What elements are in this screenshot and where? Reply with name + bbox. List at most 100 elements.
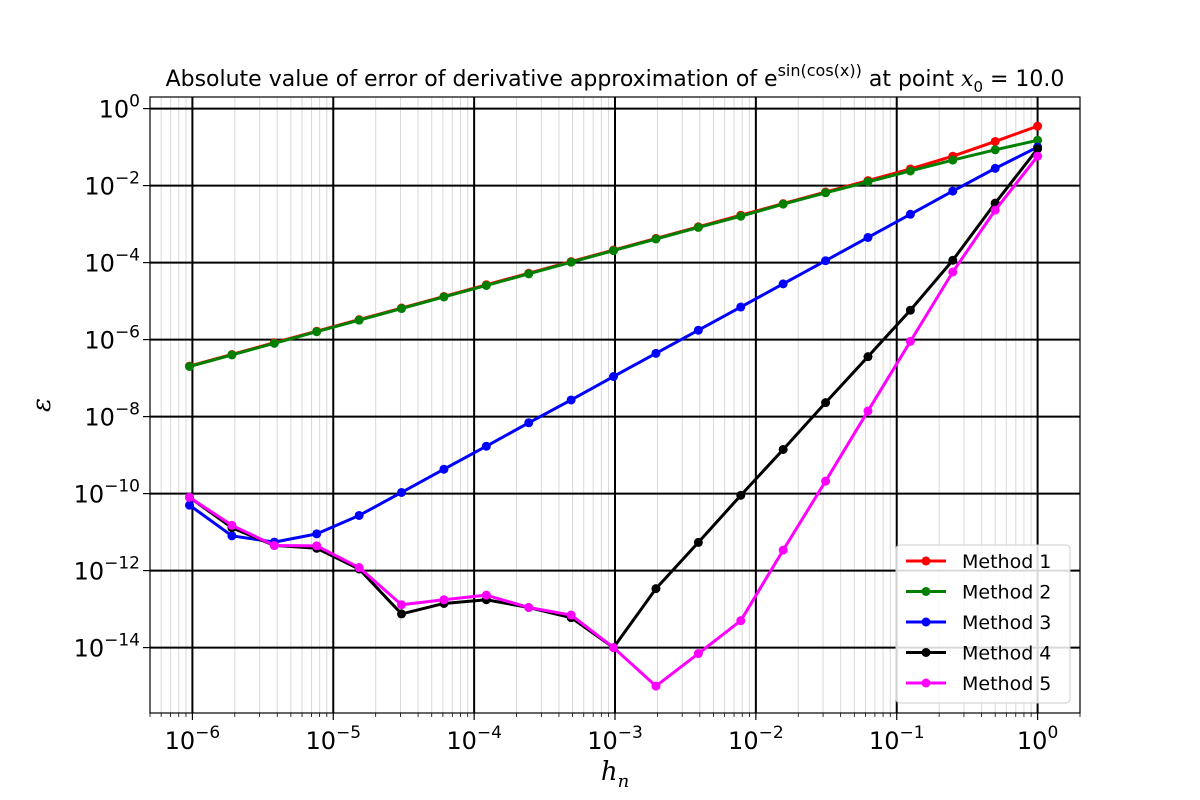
series-point	[397, 487, 407, 497]
y-tick-exponent: −10	[104, 477, 140, 497]
legend-label: Method 5	[962, 673, 1051, 695]
series-point	[821, 398, 831, 408]
series-point	[312, 529, 322, 539]
x-tick-label: 10−4	[446, 723, 502, 755]
series-2	[185, 135, 1043, 371]
series-point	[1033, 144, 1043, 154]
series-point	[863, 352, 873, 362]
series-point	[948, 267, 958, 277]
series-point	[736, 302, 746, 312]
series-point	[397, 600, 407, 610]
x-tick-exponent: −6	[195, 723, 220, 743]
series-point	[693, 325, 703, 335]
legend-entry: Method 5	[906, 673, 1051, 695]
x-tick-base: 10	[587, 727, 618, 755]
series-point	[651, 584, 661, 594]
legend-marker	[921, 678, 931, 688]
legend-entry: Method 1	[906, 551, 1051, 573]
title-sub: 0	[973, 78, 983, 96]
series-point	[524, 418, 534, 428]
series-point	[185, 500, 195, 510]
y-tick-exponent: −4	[115, 246, 140, 266]
x-tick-exponent: −1	[899, 723, 924, 743]
series-layer	[185, 121, 1043, 691]
series-point	[481, 280, 491, 290]
series-point	[990, 163, 1000, 173]
series-point	[269, 540, 279, 550]
x-tick-base: 10	[305, 727, 336, 755]
x-tick-label: 10−5	[305, 723, 361, 755]
legend: Method 1 Method 2 Method 3 Method 4 Method 5	[895, 544, 1071, 704]
series-3	[185, 142, 1043, 547]
series-point	[524, 602, 534, 612]
series-point	[990, 205, 1000, 215]
series-point	[609, 246, 619, 256]
x-tick-exponent: −4	[477, 723, 502, 743]
series-point	[524, 269, 534, 279]
series-point	[778, 545, 788, 555]
series-point	[566, 610, 576, 620]
legend-marker	[921, 617, 931, 627]
title-value: = 10.0	[983, 67, 1064, 92]
series-point	[948, 155, 958, 165]
x-tick-exponent: 0	[1047, 723, 1058, 743]
y-axis-label: ε	[27, 398, 57, 412]
y-tick-base: 10	[84, 250, 115, 278]
series-point	[312, 327, 322, 337]
grid	[149, 97, 1081, 713]
series-point	[736, 490, 746, 500]
series-point	[990, 145, 1000, 155]
x-tick-base: 10	[728, 727, 759, 755]
x-tick-base: 10	[165, 727, 196, 755]
x-axis-label-sub: n	[618, 771, 630, 792]
series-point	[269, 338, 279, 348]
series-point	[778, 279, 788, 289]
series-point	[566, 257, 576, 267]
series-point	[185, 362, 195, 371]
x-tick-base: 10	[446, 727, 477, 755]
series-point	[651, 681, 661, 691]
legend-marker	[921, 648, 931, 657]
series-point	[397, 609, 407, 619]
y-tick-exponent: −2	[115, 169, 140, 189]
y-tick-exponent: −6	[115, 323, 140, 343]
series-point	[693, 649, 703, 659]
series-point	[354, 510, 364, 520]
series-point	[821, 188, 831, 198]
series-point	[736, 211, 746, 221]
series-point	[397, 304, 407, 314]
y-tick-base: 10	[74, 481, 105, 509]
series-point	[312, 541, 322, 551]
legend-label: Method 3	[962, 612, 1051, 634]
series-point	[1033, 121, 1043, 131]
series-point	[778, 444, 788, 454]
x-axis-label: hn	[601, 757, 629, 792]
y-tick-base: 10	[74, 558, 105, 586]
legend-label: Method 2	[962, 582, 1051, 604]
series-point	[185, 492, 195, 502]
legend-entry: Method 4	[906, 643, 1051, 665]
x-tick-label: 10−3	[587, 723, 643, 755]
series-point	[609, 643, 619, 653]
x-tick-label: 10−6	[165, 723, 221, 755]
x-tick-exponent: −3	[618, 723, 643, 743]
x-tick-base: 10	[869, 727, 900, 755]
series-point	[948, 255, 958, 265]
series-point	[821, 256, 831, 266]
y-tick-label: 10−12	[74, 554, 140, 586]
y-tick-base: 10	[84, 327, 115, 355]
series-point	[990, 136, 1000, 146]
x-tick-label: 10−2	[728, 723, 784, 755]
x-tick-exponent: −2	[759, 723, 784, 743]
y-tick-exponent: −14	[104, 631, 140, 651]
axis-ticks: 10−6 10−5 10−4 10−3 10−2 10−1 10010010−210−410…	[74, 92, 1081, 755]
y-tick-exponent: −8	[115, 400, 140, 420]
series-point	[905, 166, 915, 176]
legend-frame	[895, 544, 1071, 704]
series-point	[948, 186, 958, 196]
y-tick-label: 100	[99, 92, 140, 124]
series-point	[227, 520, 237, 530]
y-tick-label: 10−10	[74, 477, 140, 509]
legend-marker	[921, 556, 931, 566]
